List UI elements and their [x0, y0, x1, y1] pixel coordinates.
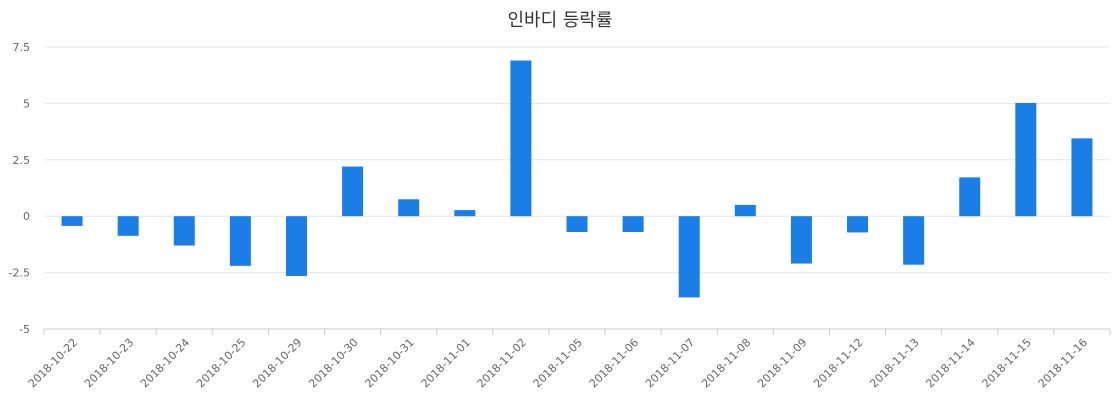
x-tick-label: 2018-10-29	[250, 336, 304, 390]
x-tick-label: 2018-11-13	[867, 336, 921, 390]
bar	[342, 166, 364, 217]
x-tick-label: 2018-11-14	[923, 336, 977, 390]
x-tick-label: 2018-11-02	[475, 336, 529, 390]
x-tick-label: 2018-11-15	[980, 336, 1034, 390]
bar	[1015, 102, 1037, 217]
y-tick-label: -2.5	[9, 267, 30, 280]
x-tick-label: 2018-11-16	[1036, 336, 1090, 390]
bar	[1071, 138, 1093, 217]
x-tick-label: 2018-10-30	[306, 336, 360, 390]
bar	[790, 216, 812, 264]
bar	[678, 216, 700, 298]
x-tick-label: 2018-11-09	[755, 336, 809, 390]
bar	[117, 216, 139, 236]
y-tick-label: 5	[23, 97, 30, 110]
x-tick-label: 2018-10-24	[138, 336, 192, 390]
y-tick-label: -5	[19, 323, 30, 336]
grid-lines	[44, 46, 1110, 330]
x-tick-label: 2018-11-01	[419, 336, 473, 390]
y-tick-label: 0	[23, 210, 30, 223]
bar	[229, 216, 251, 266]
bar	[622, 216, 644, 232]
x-tick-label: 2018-10-31	[362, 336, 416, 390]
x-tick-label: 2018-10-23	[82, 336, 136, 390]
bars	[61, 60, 1093, 298]
x-tick-label: 2018-11-12	[811, 336, 865, 390]
bar	[566, 216, 588, 232]
bar	[398, 199, 420, 217]
y-tick-label: 2.5	[13, 154, 31, 167]
x-tick-label: 2018-11-06	[587, 336, 641, 390]
chart-title: 인바디 등락률	[507, 10, 613, 31]
x-tick-label: 2018-10-22	[26, 336, 80, 390]
y-tick-label: 7.5	[13, 41, 31, 54]
bar	[847, 216, 869, 233]
bar	[454, 210, 476, 217]
bar	[510, 60, 532, 217]
x-tick-label: 2018-11-07	[643, 336, 697, 390]
x-axis: 2018-10-22 2018-10-23 2018-10-24 2018-10-25…	[26, 328, 1111, 390]
bar	[959, 177, 981, 217]
bar	[734, 204, 756, 217]
bar	[61, 216, 83, 226]
bar	[285, 216, 307, 276]
bar	[903, 216, 925, 265]
bar	[173, 216, 195, 246]
x-tick-label: 2018-11-05	[531, 336, 585, 390]
y-axis-ticks: 7.5 5 2.5 0 -2.5 -5	[9, 41, 30, 336]
x-tick-label: 2018-11-08	[699, 336, 753, 390]
x-tick-label: 2018-10-25	[194, 336, 248, 390]
